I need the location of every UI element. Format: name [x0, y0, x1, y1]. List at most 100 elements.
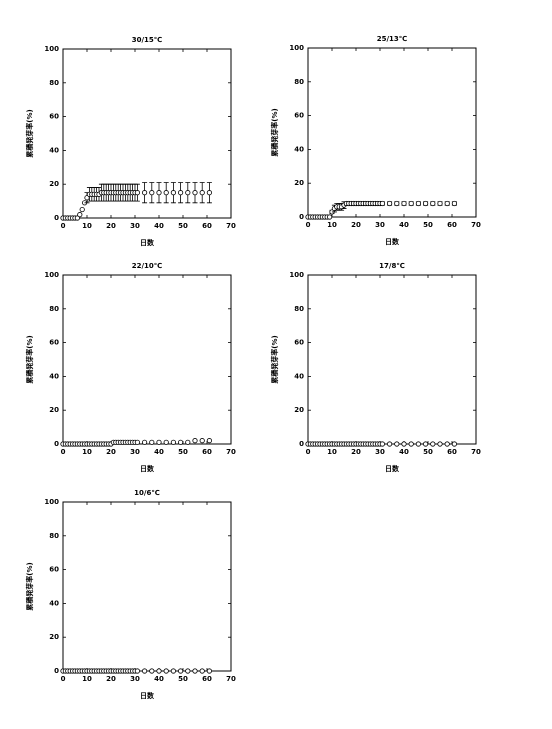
x-tick-label: 10 — [327, 221, 337, 229]
panel-title: 25/13℃ — [377, 35, 408, 43]
data-point — [444, 441, 450, 447]
x-tick-label: 0 — [61, 222, 66, 230]
x-tick-label: 20 — [106, 675, 116, 683]
x-tick-label: 70 — [471, 448, 481, 456]
data-point — [149, 668, 155, 674]
x-tick-label: 70 — [226, 448, 236, 456]
data-point — [185, 439, 191, 445]
data-point — [386, 200, 393, 207]
data-point — [444, 200, 450, 207]
data-point — [430, 441, 436, 447]
x-axis-label: 日数 — [140, 691, 155, 700]
data-point — [149, 439, 155, 445]
y-tick-label: 60 — [49, 339, 59, 347]
data-point — [185, 190, 191, 196]
data-point — [192, 190, 198, 196]
y-tick-label: 20 — [294, 406, 304, 414]
data-point — [451, 200, 457, 207]
data-point — [326, 214, 333, 220]
y-tick-label: 40 — [49, 372, 59, 380]
data-point — [451, 441, 457, 447]
data-point — [170, 439, 176, 445]
y-tick-label: 40 — [294, 145, 304, 153]
x-tick-label: 30 — [130, 675, 140, 683]
data-point — [415, 200, 421, 207]
data-point — [379, 200, 385, 207]
y-tick-label: 80 — [49, 305, 59, 313]
data-point — [437, 200, 443, 207]
y-tick-label: 100 — [44, 271, 59, 279]
data-point — [206, 668, 212, 674]
x-axis-label: 日数 — [385, 464, 400, 473]
panel-title: 22/10℃ — [132, 262, 163, 270]
data-point — [415, 441, 421, 447]
data-point — [199, 438, 205, 444]
data-point — [170, 668, 176, 674]
x-tick-label: 40 — [154, 448, 164, 456]
x-tick-label: 0 — [61, 448, 66, 456]
data-point — [163, 668, 169, 674]
y-tick-label: 100 — [289, 44, 304, 52]
y-tick-label: 100 — [289, 271, 304, 279]
x-tick-label: 10 — [327, 448, 337, 456]
x-tick-label: 20 — [351, 221, 361, 229]
data-point — [163, 190, 169, 196]
y-tick-label: 60 — [49, 566, 59, 574]
data-point — [408, 441, 414, 447]
x-tick-label: 40 — [154, 222, 164, 230]
y-tick-label: 80 — [49, 532, 59, 540]
y-tick-label: 40 — [294, 372, 304, 380]
x-tick-label: 0 — [306, 221, 311, 229]
data-point — [142, 668, 148, 674]
data-point — [134, 190, 140, 196]
y-axis-label: 累積発芽率(%) — [25, 335, 34, 383]
plot-frame — [307, 274, 477, 445]
y-tick-label: 80 — [294, 305, 304, 313]
plot-frame — [62, 501, 232, 672]
data-point — [199, 190, 205, 196]
data-point — [422, 200, 429, 207]
x-axis-label: 日数 — [140, 238, 155, 247]
panel: 30/15℃ 日数 累積発芽率(%) 0 20 40 60 80 100 0 10 20 30 40 50 6… — [25, 36, 236, 247]
x-tick-label: 30 — [130, 222, 140, 230]
data-point — [79, 206, 85, 213]
data-point — [206, 190, 212, 196]
x-tick-label: 60 — [447, 221, 457, 229]
x-tick-label: 60 — [202, 222, 212, 230]
data-point — [156, 668, 162, 674]
x-tick-label: 50 — [178, 222, 188, 230]
y-tick-label: 100 — [44, 498, 59, 506]
x-tick-label: 10 — [82, 675, 92, 683]
x-tick-label: 60 — [447, 448, 457, 456]
y-tick-label: 0 — [54, 667, 59, 675]
data-point — [206, 438, 212, 444]
panel-title: 17/8℃ — [379, 262, 405, 270]
data-point — [386, 441, 393, 447]
x-tick-label: 60 — [202, 675, 212, 683]
data-point — [170, 190, 176, 196]
x-tick-label: 50 — [423, 221, 433, 229]
x-tick-label: 70 — [226, 675, 236, 683]
y-axis-label: 累積発芽率(%) — [270, 335, 279, 383]
y-axis-label: 累積発芽率(%) — [270, 108, 279, 156]
x-tick-label: 70 — [471, 221, 481, 229]
data-point — [408, 200, 414, 207]
x-tick-label: 30 — [375, 221, 385, 229]
panel: 17/8℃ 日数 累積発芽率(%) 0 20 40 60 80 100 0 10 20 30 40 50 60… — [270, 262, 481, 473]
y-tick-label: 0 — [299, 440, 304, 448]
y-tick-label: 80 — [294, 78, 304, 86]
y-tick-label: 20 — [49, 633, 59, 641]
y-axis-label: 累積発芽率(%) — [25, 562, 34, 610]
data-point — [430, 200, 436, 207]
panel-title: 10/6℃ — [134, 489, 160, 497]
x-tick-label: 40 — [399, 448, 409, 456]
y-tick-label: 20 — [49, 180, 59, 188]
panel-title: 30/15℃ — [132, 36, 163, 44]
y-tick-label: 40 — [49, 599, 59, 607]
x-tick-label: 10 — [82, 448, 92, 456]
x-tick-label: 30 — [375, 448, 385, 456]
y-tick-label: 20 — [49, 406, 59, 414]
data-point — [178, 439, 184, 445]
panel: 10/6℃ 日数 累積発芽率(%) 0 20 40 60 80 100 0 10 20 30 40 50 60… — [25, 489, 236, 700]
